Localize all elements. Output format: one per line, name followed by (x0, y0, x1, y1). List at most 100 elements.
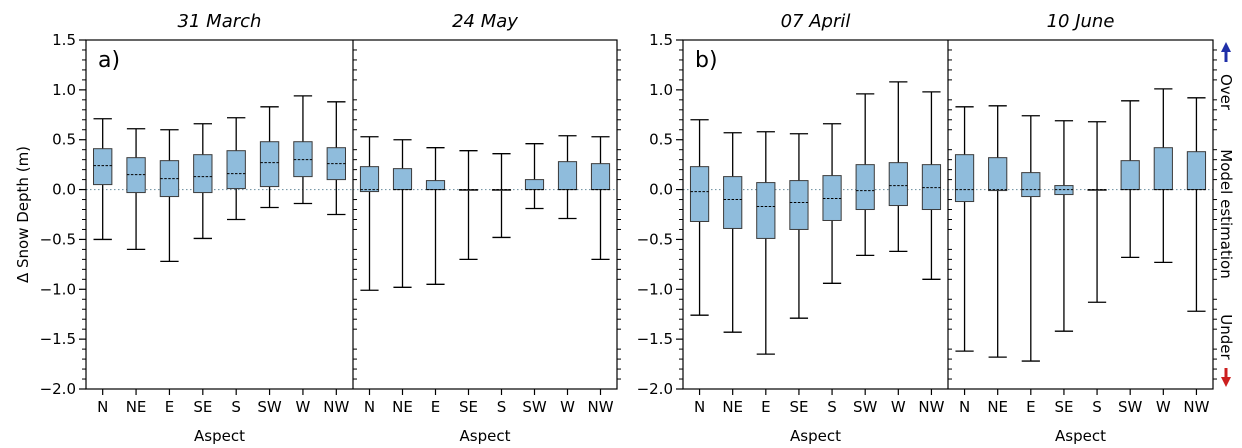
box-se (1054, 120, 1074, 332)
box-e (159, 129, 180, 263)
box-nw (326, 101, 346, 216)
x-tick-label: SW (1118, 398, 1143, 416)
x-tick-label: E (761, 398, 770, 416)
box-e (756, 131, 776, 355)
panel-label: b) (695, 48, 718, 73)
iqr-box (954, 154, 975, 203)
x-axis-label: Aspect (194, 427, 245, 445)
box-n (93, 118, 113, 241)
x-tick-label: N (364, 398, 375, 416)
iqr-box (855, 164, 875, 211)
panel-label: a) (98, 48, 120, 73)
plot-frame (85, 39, 618, 390)
x-tick-label: E (1026, 398, 1035, 416)
box-se (193, 123, 213, 240)
box-sw (259, 106, 280, 209)
y-tick-label: −1.0 (637, 280, 673, 298)
x-tick-label: NE (392, 398, 413, 416)
x-tick-label: NW (323, 398, 349, 416)
iqr-box (259, 141, 280, 188)
y-tick-label: −1.5 (40, 330, 76, 348)
box-ne (392, 139, 413, 288)
iqr-box (359, 166, 380, 193)
iqr-box (988, 157, 1008, 192)
box-e (1021, 115, 1041, 362)
over-label: Over (1217, 74, 1235, 111)
box-n (954, 106, 975, 352)
x-tick-label: SE (193, 398, 212, 416)
x-tick-label: W (891, 398, 906, 416)
box-nw (590, 136, 611, 261)
x-tick-label: S (1092, 398, 1102, 416)
iqr-box (789, 180, 809, 230)
y-tick-label: −2.0 (637, 380, 673, 398)
iqr-box (1120, 160, 1140, 191)
y-tick-label: 0.5 (52, 131, 76, 149)
box-s (226, 117, 246, 221)
x-axis-label: Aspect (1055, 427, 1106, 445)
x-tick-label: N (97, 398, 108, 416)
under-label: Under (1217, 314, 1235, 360)
iqr-box (1021, 172, 1041, 198)
x-tick-label: SW (522, 398, 547, 416)
box-ne (723, 132, 743, 333)
box-sw (855, 93, 875, 257)
box-e (425, 147, 446, 285)
y-tick-label: 0.0 (52, 181, 76, 199)
x-tick-label: S (497, 398, 507, 416)
y-tick-label: 1.5 (52, 31, 76, 49)
box-w (1153, 88, 1173, 264)
box-se (789, 133, 809, 319)
box-nw (1186, 97, 1207, 312)
y-tick-label: −1.0 (40, 280, 76, 298)
y-tick-label: 1.0 (52, 81, 76, 99)
subplot-title: 31 March (178, 11, 262, 32)
x-axis-label: Aspect (460, 427, 511, 445)
x-tick-label: SW (853, 398, 878, 416)
x-tick-label: SW (257, 398, 282, 416)
under-arrow-icon (1221, 377, 1231, 387)
x-tick-label: NE (126, 398, 147, 416)
iqr-box (557, 161, 578, 191)
box-n (689, 119, 710, 316)
box-sw (524, 143, 545, 210)
x-tick-label: E (165, 398, 174, 416)
subplot-title: 24 May (452, 11, 518, 32)
x-tick-label: NE (722, 398, 743, 416)
x-tick-label: W (296, 398, 311, 416)
box-ne (988, 105, 1008, 358)
box-se (458, 150, 479, 261)
y-tick-label: 1.0 (649, 81, 673, 99)
x-tick-label: SE (459, 398, 478, 416)
x-tick-label: S (231, 398, 241, 416)
box-s (491, 153, 512, 239)
x-tick-label: NW (1183, 398, 1209, 416)
y-tick-label: −2.0 (40, 380, 76, 398)
box-w (888, 81, 908, 253)
y-tick-label: 0.0 (649, 181, 673, 199)
iqr-box (1153, 147, 1173, 191)
x-tick-label: SE (789, 398, 808, 416)
box-sw (1120, 100, 1140, 259)
box-w (557, 135, 578, 220)
x-tick-label: W (1156, 398, 1171, 416)
iqr-box (425, 180, 446, 191)
subplot-title: 07 April (781, 11, 851, 32)
y-tick-label: 0.5 (649, 131, 673, 149)
iqr-box (1186, 151, 1207, 191)
iqr-box (524, 179, 545, 191)
iqr-box (193, 154, 213, 194)
y-tick-label: 1.5 (649, 31, 673, 49)
box-s (822, 123, 842, 284)
over-arrow-icon (1221, 42, 1231, 52)
box-w (293, 95, 313, 205)
x-tick-label: NW (918, 398, 944, 416)
y-tick-label: −0.5 (40, 230, 76, 248)
x-tick-label: NW (587, 398, 613, 416)
x-tick-label: W (560, 398, 575, 416)
iqr-box (756, 182, 776, 239)
y-tick-label: −1.5 (637, 330, 673, 348)
iqr-box (392, 168, 413, 191)
x-tick-label: NE (987, 398, 1008, 416)
